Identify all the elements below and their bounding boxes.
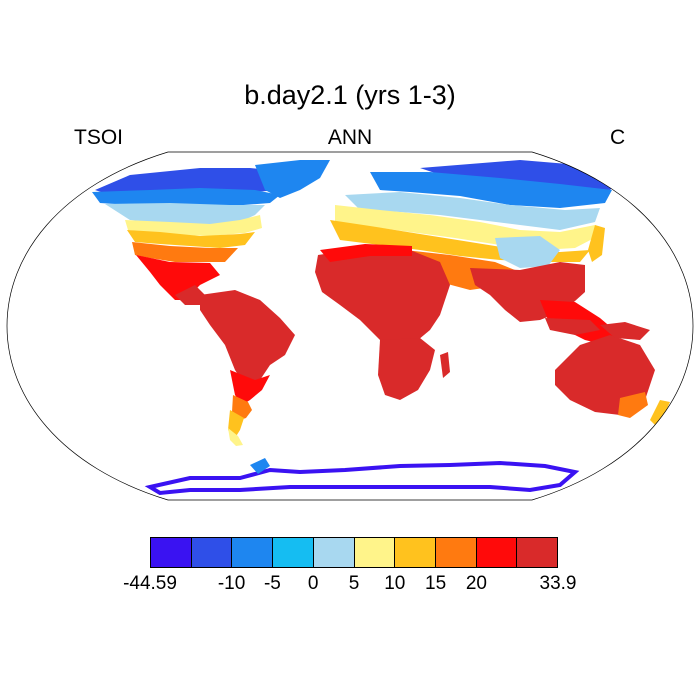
globe-outline: [6, 151, 694, 501]
eurasia-cool: [345, 192, 600, 230]
tibet-plateau: [495, 236, 560, 268]
japan: [588, 225, 605, 262]
australia: [555, 335, 655, 415]
units-label: C: [610, 126, 626, 149]
colorbar-cell: [476, 538, 518, 567]
colorbar-cell: [354, 538, 396, 567]
colorbar: [150, 537, 558, 568]
south-america-south: [228, 410, 244, 438]
colorbar-cell: [313, 538, 355, 567]
colorbar-tick-label: 15: [425, 573, 447, 594]
indonesia: [545, 318, 600, 335]
colorbar-cell: [273, 538, 314, 567]
south-america-temperate: [232, 395, 252, 420]
colorbar-cell: [191, 538, 233, 567]
antarctica-coast: [144, 460, 580, 496]
new-guinea: [600, 322, 650, 340]
colorbar-cell: [151, 538, 192, 567]
colorbar-cell: [395, 538, 436, 567]
north-america-cold: [92, 188, 280, 206]
colorbar-cell: [435, 538, 477, 567]
colorbar-cell: [232, 538, 274, 567]
australia-southeast: [618, 392, 648, 418]
patagonia: [228, 428, 243, 446]
africa-south: [378, 338, 435, 400]
colorbar-cell: [517, 538, 558, 567]
colorbar-tick-label: 5: [348, 573, 360, 594]
south-america-north: [200, 290, 295, 385]
north-america-mild: [125, 215, 262, 236]
colorbar-tick-label: 33.9: [539, 573, 577, 594]
south-america-mid: [230, 370, 270, 405]
colorbar-tick-label: -5: [263, 573, 281, 594]
north-america-hot: [132, 242, 238, 262]
greenland: [255, 160, 330, 198]
colorbar-tick-label: -44.59: [123, 573, 177, 594]
season-label: ANN: [327, 126, 373, 149]
colorbar-tick-label: 20: [465, 573, 487, 594]
africa-mediterranean: [320, 244, 412, 262]
colorbar-tick-labels: -44.59 -10 -5 0 5 10 15 20 33.9: [0, 573, 700, 597]
africa-north: [315, 248, 450, 345]
colorbar-tick-label: 0: [307, 573, 319, 594]
plot-title: b.day2.1 (yrs 1-3): [244, 80, 456, 110]
land-temperature-field: [92, 160, 670, 496]
variable-label: TSOI: [74, 126, 124, 149]
antarctic-peninsula: [250, 458, 270, 474]
north-america-polar: [95, 168, 300, 195]
colorbar-tick-label: 10: [384, 573, 406, 594]
madagascar: [440, 352, 450, 378]
north-america-cool: [105, 203, 265, 225]
new-zealand: [650, 400, 670, 425]
colorbar-tick-label: -10: [217, 573, 246, 594]
eurasia-polar: [420, 160, 620, 190]
eurasia-cold: [370, 172, 612, 208]
north-america-warm: [127, 230, 255, 248]
north-america-south: [136, 255, 220, 300]
